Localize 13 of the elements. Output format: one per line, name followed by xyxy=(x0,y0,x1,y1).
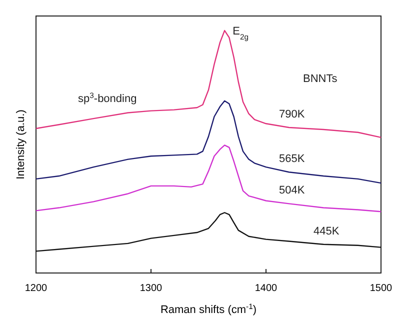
series-label: 565K xyxy=(279,153,306,166)
x-tick-label: 1400 xyxy=(254,283,278,294)
x-tick-label: 1200 xyxy=(24,283,48,294)
x-axis-title: Raman shifts (cm$^{-1}$) xyxy=(160,302,257,316)
annotation: BNNTs xyxy=(303,73,338,85)
x-tick-label: 1300 xyxy=(140,283,163,294)
series-label: 504K xyxy=(279,184,306,197)
annotation: E$_{2g}$ xyxy=(232,26,249,42)
annotation: sp$^{3}$-bonding xyxy=(78,90,137,105)
y-axis-title: Intensity (a.u.) xyxy=(15,110,27,180)
series-label: 445K xyxy=(314,225,340,238)
x-tick-label: 1500 xyxy=(370,283,393,294)
series-label: 790K xyxy=(279,108,306,121)
